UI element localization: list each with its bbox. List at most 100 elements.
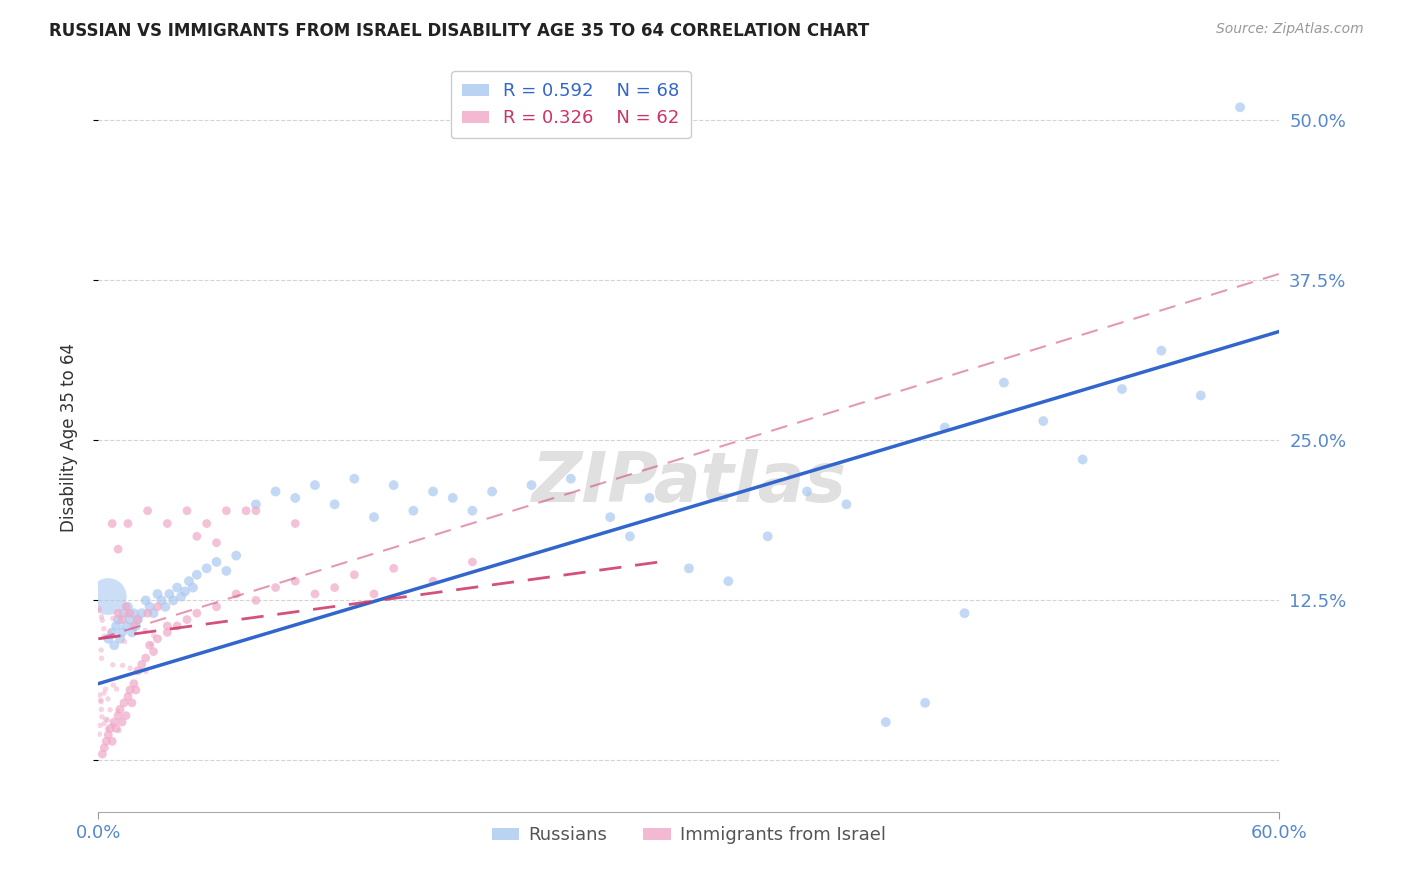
Point (382, 478, 405, 492)
Point (142, 606, 165, 620)
Point (87, 604, 110, 618)
Point (481, 484, 503, 499)
Legend: Russians, Immigrants from Israel: Russians, Immigrants from Israel (485, 819, 893, 851)
Point (115, 599, 138, 614)
Point (304, 478, 326, 492)
Point (97, 590, 120, 604)
Text: Source: ZipAtlas.com: Source: ZipAtlas.com (1216, 22, 1364, 37)
Point (89, 727, 111, 741)
Point (111, 625, 134, 640)
Point (796, 484, 818, 499)
Point (422, 574, 444, 589)
Point (90, 702, 112, 716)
Point (205, 555, 228, 569)
Point (105, 681, 128, 696)
Point (97, 632, 120, 646)
Point (461, 504, 484, 518)
Point (186, 606, 208, 620)
Point (138, 599, 160, 614)
Point (103, 678, 125, 692)
Point (118, 683, 141, 698)
Point (304, 587, 326, 601)
Point (96, 713, 118, 727)
Point (441, 491, 464, 505)
Point (141, 637, 163, 651)
Point (135, 651, 157, 665)
Point (111, 714, 134, 729)
Point (94, 682, 117, 697)
Point (118, 613, 141, 627)
Point (97, 692, 120, 706)
Point (103, 638, 125, 652)
Point (136, 606, 159, 620)
Point (114, 634, 136, 648)
Point (101, 718, 124, 732)
Point (120, 661, 142, 675)
Point (101, 516, 124, 531)
Point (96, 734, 118, 748)
Point (363, 587, 385, 601)
Point (91, 613, 114, 627)
Point (225, 549, 247, 563)
Point (103, 714, 125, 729)
Point (90, 609, 112, 624)
Point (264, 581, 287, 595)
Point (195, 516, 218, 531)
Point (94, 712, 117, 726)
Point (1032, 414, 1054, 428)
Point (166, 619, 188, 633)
Point (170, 590, 193, 604)
Point (115, 708, 138, 723)
Point (638, 491, 661, 505)
Point (284, 574, 307, 589)
Point (89, 601, 111, 615)
Point (118, 606, 141, 620)
Point (101, 734, 124, 748)
Point (156, 516, 179, 531)
Point (108, 702, 131, 716)
Point (717, 574, 740, 589)
Point (117, 599, 139, 614)
Point (215, 504, 238, 518)
Point (461, 555, 484, 569)
Point (135, 593, 157, 607)
Point (382, 561, 405, 575)
Point (108, 632, 131, 646)
Point (125, 619, 148, 633)
Point (155, 599, 177, 614)
Point (1189, 388, 1212, 402)
Point (162, 593, 184, 607)
Text: ZIPatlas: ZIPatlas (531, 449, 846, 516)
Point (186, 567, 208, 582)
Point (112, 696, 135, 710)
Point (112, 606, 135, 620)
Point (107, 708, 129, 723)
Point (142, 645, 165, 659)
Point (122, 606, 145, 620)
Point (93, 686, 115, 700)
Point (131, 606, 153, 620)
Point (136, 504, 159, 518)
Point (146, 632, 169, 646)
Point (125, 683, 148, 698)
Point (91, 747, 114, 761)
Point (205, 535, 228, 549)
Point (93, 622, 115, 636)
Point (177, 574, 200, 589)
Point (174, 584, 197, 599)
Point (1071, 452, 1094, 467)
Point (176, 504, 198, 518)
Point (127, 613, 149, 627)
Point (181, 581, 204, 595)
Point (134, 624, 156, 638)
Point (176, 613, 198, 627)
Point (934, 420, 956, 434)
Point (117, 690, 139, 704)
Y-axis label: Disability Age 35 to 64: Disability Age 35 to 64 (59, 343, 77, 532)
Point (1150, 343, 1173, 358)
Point (97, 728, 120, 742)
Point (122, 676, 145, 690)
Point (121, 625, 143, 640)
Point (101, 629, 124, 643)
Point (264, 484, 287, 499)
